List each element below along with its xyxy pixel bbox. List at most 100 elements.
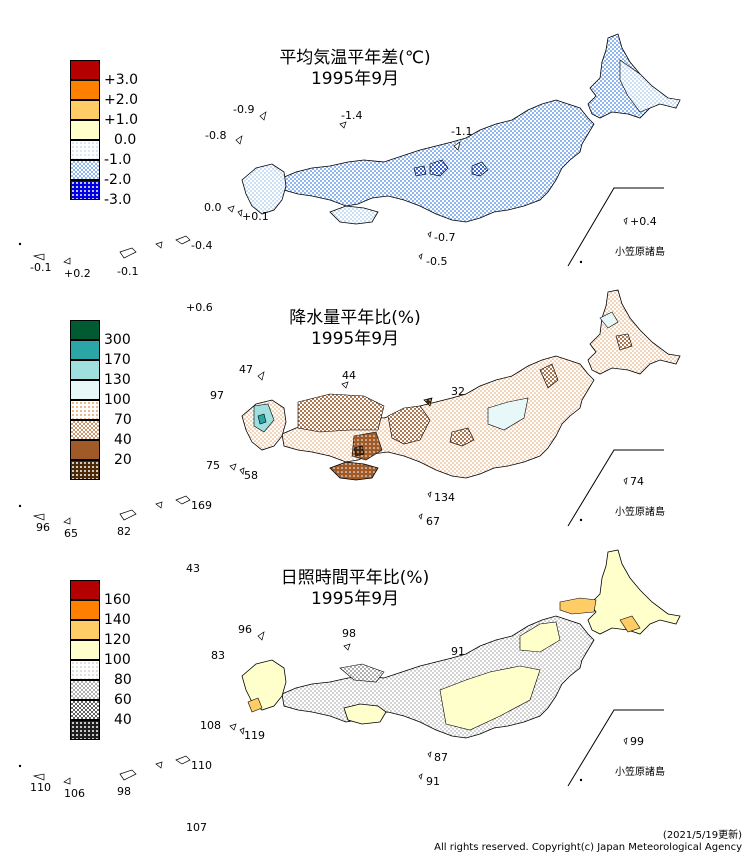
legend-swatch-40 [70, 700, 100, 720]
legend-swatch-140 [70, 600, 100, 620]
ryukyu-island [155, 501, 163, 509]
kyushu-very-wet [257, 413, 267, 425]
station-value: 99 [630, 735, 644, 748]
station-value: 67 [426, 515, 440, 528]
legend-swatch-m1 [70, 140, 100, 160]
legend-swatch-0 [70, 120, 100, 140]
station-value: -0.9 [233, 103, 255, 116]
ryukyu-island [175, 755, 191, 765]
temperature-panel: 平均気温平年差(℃) 1995年9月 +3.0 +2.0 +1.0 0.0 -1… [0, 0, 750, 280]
station-value: +0.4 [630, 215, 657, 228]
legend-label: 120 [104, 632, 131, 648]
station-value: -0.1 [30, 261, 52, 274]
station-value: 91 [426, 775, 440, 788]
title-line1: 日照時間平年比(%) [280, 568, 430, 588]
honshu-sunny [439, 665, 541, 731]
chugoku-grey [339, 663, 385, 683]
station-value: 107 [186, 821, 207, 834]
island [427, 491, 432, 498]
legend-swatch-p1 [70, 100, 100, 120]
legend-label: 100 [104, 392, 131, 408]
island [579, 260, 583, 264]
panel-title: 平均気温平年差(℃) 1995年9月 [230, 48, 480, 90]
legend-label: 40 [114, 432, 132, 448]
title-line2: 1995年9月 [310, 329, 400, 349]
ryukyu-island [32, 513, 45, 521]
legend-label: 60 [114, 692, 132, 708]
precipitation-panel: 降水量平年比(%) 1995年9月 300 170 130 100 70 40 … [0, 270, 750, 540]
ryukyu-island [18, 764, 22, 768]
hokkaido-wet [599, 311, 619, 329]
station-value: -0.7 [434, 231, 456, 244]
station-value: 96 [238, 623, 252, 636]
hokkaido-dry [615, 333, 633, 351]
island [341, 381, 349, 389]
station-value: 97 [210, 389, 224, 402]
ryukyu-island [63, 517, 71, 525]
legend-swatch-60 [70, 680, 100, 700]
island [239, 727, 245, 735]
legend-label: +2.0 [104, 92, 138, 108]
legend-label: 20 [114, 452, 132, 468]
copyright: All rights reserved. Copyright(c) Japan … [434, 842, 742, 853]
legend-swatch-160 [70, 580, 100, 600]
legend-swatch-m3 [70, 180, 100, 200]
honshu-dry-spot [449, 427, 475, 447]
legend-label: 140 [104, 612, 131, 628]
ryukyu-island [175, 235, 191, 245]
island [579, 778, 583, 782]
legend-label: 40 [114, 712, 132, 728]
station-value: -0.4 [191, 239, 213, 252]
ryukyu-island [32, 253, 45, 261]
ryukyu-island [119, 769, 137, 781]
ryukyu-island [18, 504, 22, 508]
title-line2: 1995年9月 [310, 589, 400, 609]
bonin-inset-frame [567, 187, 664, 267]
station-value: 75 [206, 459, 220, 472]
legend-label: 300 [104, 332, 131, 348]
kyushu-sunny [247, 697, 263, 713]
station-value: 108 [200, 719, 221, 732]
legend-swatch-120 [70, 620, 100, 640]
legend-swatch-p2 [70, 80, 100, 100]
station-value: +0.1 [242, 210, 269, 223]
station-value: 32 [451, 385, 465, 398]
station-value: -0.1 [117, 265, 139, 278]
legend-swatch-70 [70, 400, 100, 420]
station-value: -0.8 [205, 129, 227, 142]
kyushu [241, 659, 287, 711]
ryukyu-island [119, 509, 137, 521]
legend-label: -3.0 [104, 192, 132, 208]
tohoku-dry [539, 363, 559, 389]
title-line2: 1995年9月 [310, 69, 400, 89]
hokkaido-east [619, 59, 681, 113]
legend-swatch-100 [70, 640, 100, 660]
kii-very-dry [353, 445, 365, 457]
island [339, 121, 347, 129]
station-value: 119 [244, 729, 265, 742]
island [237, 209, 243, 217]
honshu-wet [487, 397, 529, 431]
island [427, 751, 432, 758]
island [623, 477, 628, 486]
japan-map [18, 33, 681, 267]
station-value: 96 [36, 521, 50, 534]
ryukyu-island [119, 247, 137, 259]
island [453, 141, 461, 151]
station-value: 82 [117, 525, 131, 538]
legend-label: 100 [104, 652, 131, 668]
bonin-label: 小笠原諸島 [615, 507, 665, 518]
legend-swatch-p3 [70, 60, 100, 80]
kinki-dry [387, 405, 431, 445]
legend-label: 130 [104, 372, 131, 388]
station-value: +0.2 [64, 267, 91, 280]
shikoku [343, 703, 387, 725]
station-value: 58 [244, 469, 258, 482]
station-value: +0.6 [186, 301, 213, 314]
bonin-inset-frame [567, 449, 664, 527]
hokkaido [587, 289, 681, 375]
panel-title: 降水量平年比(%) 1995年9月 [230, 308, 480, 350]
station-value: 110 [30, 781, 51, 794]
honshu [281, 99, 595, 223]
island [418, 253, 423, 260]
